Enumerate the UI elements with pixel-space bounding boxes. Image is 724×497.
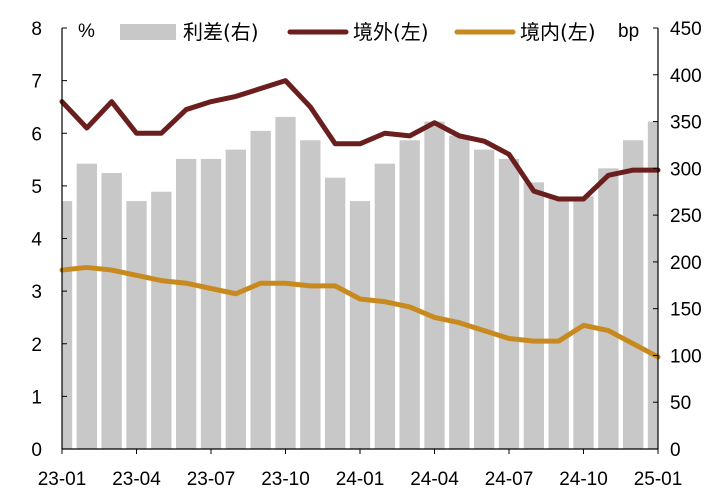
left-tick-label: 3 (31, 282, 42, 303)
spread-bar (374, 163, 396, 449)
spread-bar (647, 121, 658, 450)
left-tick-label: 2 (31, 335, 42, 356)
x-tick-label: 23-07 (187, 469, 236, 490)
spread-bar (449, 135, 470, 450)
spread-bar (399, 140, 420, 449)
right-tick-label: 50 (670, 393, 691, 414)
offshore-line (59, 78, 661, 202)
spread-bar (622, 140, 644, 449)
spread-bar (126, 201, 147, 449)
x-tick-label: 24-10 (559, 469, 608, 490)
spread-bar (473, 149, 495, 449)
x-tick-label: 23-10 (261, 469, 310, 490)
left-tick-label: 8 (31, 19, 42, 40)
x-tick-label: 24-04 (410, 469, 459, 490)
x-tick-label: 24-01 (336, 469, 385, 490)
spread-bar (225, 149, 247, 449)
x-tick-label: 24-07 (485, 469, 534, 490)
x-tick-label: 23-04 (112, 469, 161, 490)
x-tick-label: 25-01 (634, 469, 683, 490)
right-tick-label: 0 (670, 440, 681, 461)
right-tick-label: 200 (670, 253, 702, 274)
spread-bar (76, 163, 98, 449)
spread-bar (523, 182, 545, 449)
right-tick-label: 150 (670, 300, 702, 321)
spread-bar (101, 173, 122, 449)
spread-bar (200, 158, 222, 449)
right-tick-label: 350 (670, 113, 702, 134)
right-tick-label: 300 (670, 159, 702, 180)
spread-bar (349, 201, 371, 449)
legend-marker (120, 24, 176, 40)
spread-bars (62, 116, 658, 450)
spread-bar (573, 196, 594, 449)
right-tick-label: 400 (670, 66, 702, 87)
spread-bar (250, 130, 271, 449)
spread-bar (498, 158, 520, 449)
spread-bar (151, 191, 172, 449)
left-tick-label: 6 (31, 124, 42, 145)
axes: 0 1 2 3 4 5 6 7 8 0 50 100 150 200 250 300 350 400 450 23-0… (31, 19, 701, 490)
right-tick-label: 250 (670, 206, 702, 227)
spread-bar (548, 196, 569, 449)
spread-bar (175, 158, 197, 449)
legend-label: 利差(右) (183, 20, 259, 44)
left-tick-label: 4 (31, 230, 42, 251)
left-tick-label: 5 (31, 177, 42, 198)
spread-bar (324, 177, 346, 449)
right-axis-unit: bp (618, 21, 639, 42)
legend-label: 境内(左) (520, 20, 596, 44)
left-axis-unit: % (78, 21, 95, 42)
right-tick-label: 100 (670, 346, 702, 367)
spread-bar (598, 168, 619, 450)
left-tick-label: 0 (31, 440, 42, 461)
onshore-line (59, 264, 661, 360)
spread-bar (424, 121, 445, 450)
spread-bar (62, 201, 73, 449)
left-tick-label: 7 (31, 72, 42, 93)
left-tick-label: 1 (31, 387, 42, 408)
right-tick-label: 450 (670, 19, 702, 40)
legend-label: 境外(左) (353, 20, 429, 44)
series-lines (59, 78, 661, 360)
legend: 利差(右) 境外(左) 境内(左) (120, 20, 596, 44)
x-tick-label: 23-01 (38, 469, 87, 490)
spread-bar (300, 140, 321, 449)
